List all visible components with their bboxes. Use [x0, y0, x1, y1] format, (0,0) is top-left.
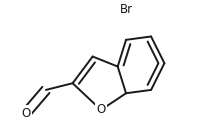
Text: O: O — [96, 103, 106, 116]
Text: O: O — [21, 107, 31, 120]
Text: Br: Br — [119, 3, 133, 16]
